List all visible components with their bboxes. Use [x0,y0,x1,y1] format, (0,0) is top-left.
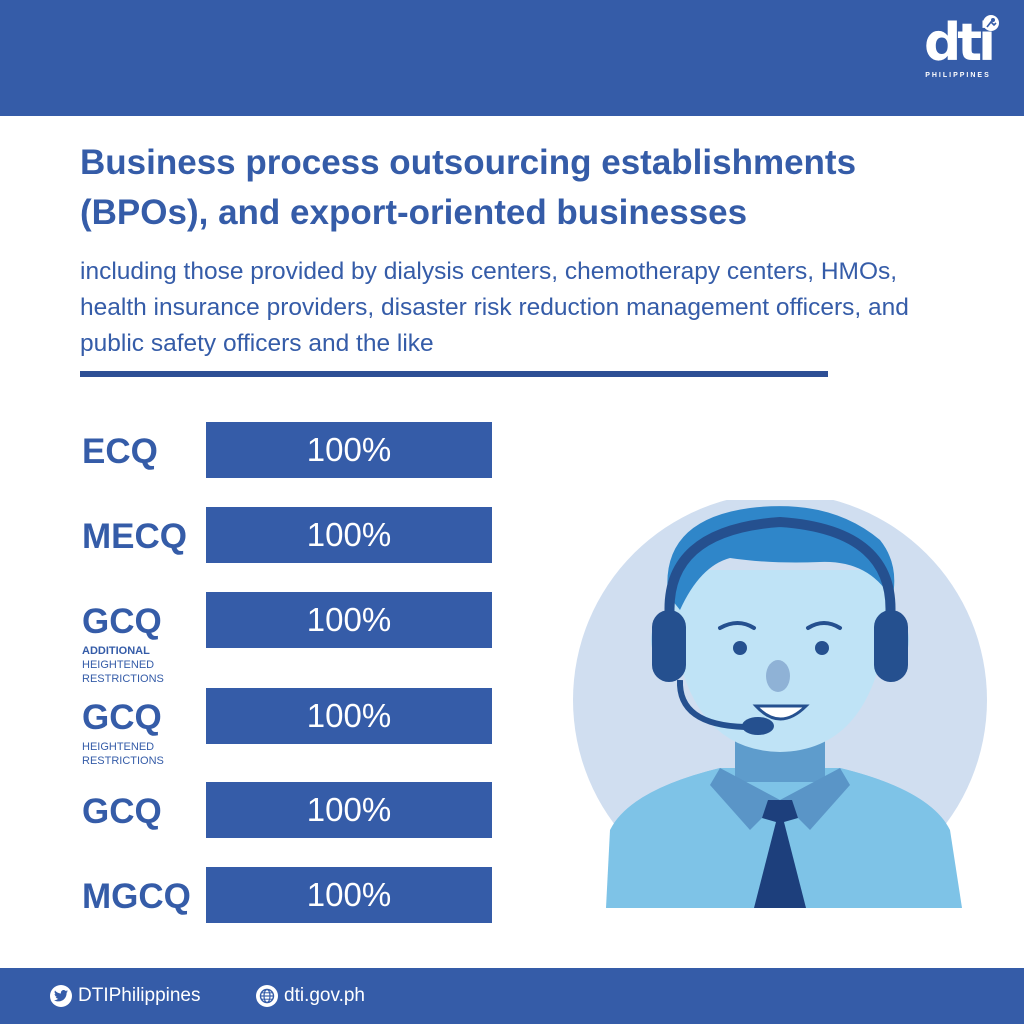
headset-mic [742,717,774,735]
capacity-bar: 100% [206,688,492,744]
tie [762,800,798,822]
capacity-row-gcq: GCQ 100% [82,782,502,842]
capacity-value: 100% [306,876,392,913]
capacity-value: 100% [306,791,392,828]
capacity-value: 100% [306,601,392,638]
capacity-value: 100% [306,516,392,553]
twitter-handle: DTIPhilippines [78,985,201,1006]
headset-right-cup [874,610,908,682]
logo-figure-icon [983,15,999,31]
row-label: GCQ [82,698,162,737]
row-label: GCQ [82,602,162,641]
capacity-bar: 100% [206,592,492,648]
row-note-text: HEIGHTENED RESTRICTIONS [82,659,164,685]
twitter-bird-icon [50,985,72,1007]
row-note: HEIGHTENED RESTRICTIONS [82,740,192,768]
capacity-value: 100% [306,697,392,734]
call-center-agent-illustration [573,500,987,908]
capacity-value: 100% [306,431,392,468]
footer-band: DTIPhilippines dti.gov.ph [0,968,1024,1024]
page-title: Business process outsourcing establishme… [80,143,857,232]
header-band: dti PHILIPPINES [0,0,1024,116]
globe-icon [256,985,278,1007]
row-label: GCQ [82,792,162,831]
capacity-row-ecq: ECQ 100% [82,422,502,482]
logo-subtext: PHILIPPINES [925,72,991,79]
capacity-row-gcq-heightened: GCQ HEIGHTENED RESTRICTIONS 100% [82,688,502,778]
website-link[interactable]: dti.gov.ph [256,968,365,1024]
capacity-bar: 100% [206,782,492,838]
capacity-bar: 100% [206,422,492,478]
twitter-handle-link[interactable]: DTIPhilippines [50,968,201,1024]
capacity-bar: 100% [206,867,492,923]
capacity-row-gcq-additional: GCQ ADDITIONAL HEIGHTENED RESTRICTIONS 1… [82,592,502,692]
capacity-bar: 100% [206,507,492,563]
title-divider [80,371,828,377]
row-label: MECQ [82,517,187,556]
capacity-row-mgcq: MGCQ 100% [82,867,502,927]
row-note: ADDITIONAL HEIGHTENED RESTRICTIONS [82,644,192,686]
dti-logo: dti PHILIPPINES [916,14,1000,100]
capacity-row-mecq: MECQ 100% [82,507,502,567]
row-label: MGCQ [82,877,191,916]
row-note-text: HEIGHTENED RESTRICTIONS [82,741,164,767]
row-label: ECQ [82,432,158,471]
headset-left-cup [652,610,686,682]
page-subtitle: including those provided by dialysis cen… [80,258,909,357]
row-note-bold: ADDITIONAL [82,645,150,657]
website-url: dti.gov.ph [284,985,365,1006]
